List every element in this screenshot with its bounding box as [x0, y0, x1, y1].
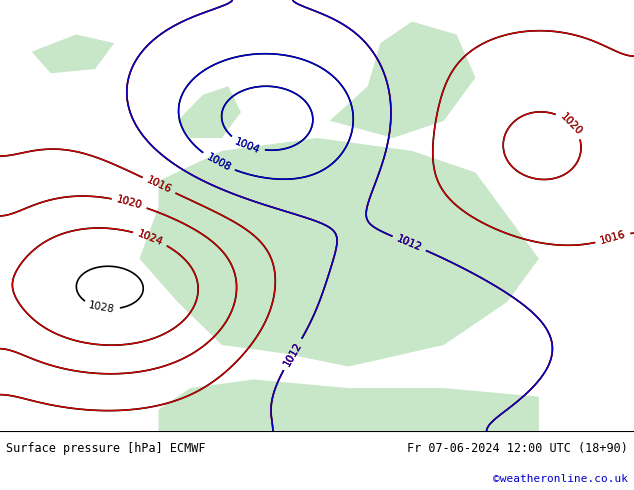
- Text: 1016: 1016: [598, 229, 627, 246]
- Polygon shape: [330, 22, 476, 138]
- Text: 1028: 1028: [88, 300, 115, 315]
- Polygon shape: [178, 86, 241, 138]
- Text: Fr 07-06-2024 12:00 UTC (18+90): Fr 07-06-2024 12:00 UTC (18+90): [407, 442, 628, 455]
- Text: 1024: 1024: [136, 228, 164, 247]
- Text: 1024: 1024: [136, 228, 164, 247]
- Text: 1016: 1016: [598, 229, 627, 246]
- Polygon shape: [158, 379, 539, 431]
- Text: 1016: 1016: [145, 175, 173, 196]
- Text: 1020: 1020: [115, 195, 143, 211]
- Text: 1004: 1004: [233, 136, 261, 155]
- Polygon shape: [32, 34, 114, 74]
- Text: Surface pressure [hPa] ECMWF: Surface pressure [hPa] ECMWF: [6, 442, 206, 455]
- Text: 1016: 1016: [145, 175, 173, 196]
- Text: 1020: 1020: [558, 111, 583, 137]
- Text: 1012: 1012: [395, 234, 424, 253]
- Text: 1020: 1020: [558, 111, 583, 137]
- Text: 1008: 1008: [205, 152, 232, 173]
- Text: 1012: 1012: [281, 341, 304, 368]
- Text: ©weatheronline.co.uk: ©weatheronline.co.uk: [493, 474, 628, 485]
- Text: 1008: 1008: [205, 152, 232, 173]
- Text: 1012: 1012: [281, 341, 304, 368]
- Text: 1004: 1004: [233, 136, 261, 155]
- Text: 1012: 1012: [395, 234, 424, 253]
- Text: 1020: 1020: [115, 195, 143, 211]
- Text: 1012: 1012: [281, 341, 304, 368]
- Text: 1012: 1012: [395, 234, 424, 253]
- Polygon shape: [139, 138, 539, 367]
